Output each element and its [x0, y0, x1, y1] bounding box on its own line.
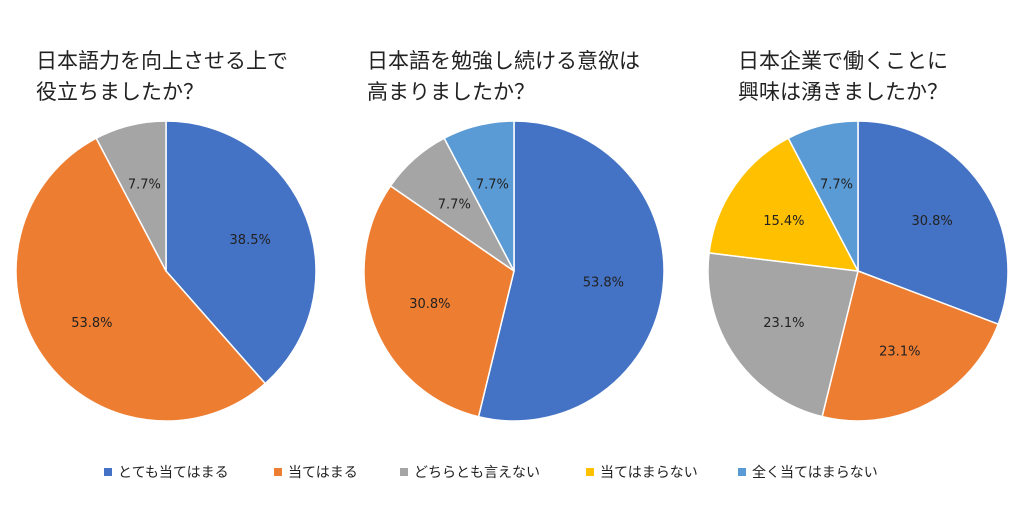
pie-3-label-2: 23.1% [879, 345, 920, 360]
chart-title-2-line-2: 高まりましたか？ [367, 80, 535, 104]
pie-3-label-5: 7.7% [820, 178, 853, 193]
legend-label-5: 全く当てはまらない [752, 465, 878, 481]
legend-item-2: 当てはまる [274, 459, 358, 485]
chart-title-1-line-1: 日本語力を向上させる上で [36, 49, 288, 73]
legend-swatch-5 [738, 468, 746, 476]
legend-swatch-2 [274, 468, 282, 476]
pie-2-slice-4 [443, 120, 515, 272]
pie-3-label-1: 30.8% [911, 214, 952, 229]
pie-3-slice-3 [707, 252, 859, 418]
chart-title-2-line-1: 日本語を勉強し続ける意欲は [367, 49, 640, 73]
pie-3-slice-2 [821, 269, 1000, 422]
legend-label-1: とても当てはまる [118, 465, 229, 481]
pie-1-label-2: 53.8% [71, 316, 112, 331]
legend-item-3: どちらとも言えない [400, 459, 540, 485]
chart-title-1: 日本語力を向上させる上で 役立ちましたか？ [36, 46, 288, 108]
pie-2-label-4: 7.7% [476, 178, 509, 193]
pie-2-slice-1 [477, 120, 665, 422]
pie-2-label-2: 30.8% [409, 297, 450, 312]
pie-2-slice-2 [363, 184, 515, 418]
chart-title-1-line-2: 役立ちましたか？ [36, 80, 204, 104]
legend-swatch-3 [400, 468, 408, 476]
legend-label-3: どちらとも言えない [414, 465, 540, 481]
pie-1-slice-1 [165, 120, 317, 385]
legend-label-2: 当てはまる [288, 465, 358, 481]
chart-title-2: 日本語を勉強し続ける意欲は 高まりましたか？ [367, 46, 640, 108]
pie-2-label-1: 53.8% [583, 276, 624, 291]
pie-1-label-3: 7.7% [128, 178, 161, 193]
pie-3-slice-1 [857, 120, 1009, 326]
pie-1-slice-3 [95, 120, 167, 272]
pie-3-label-4: 15.4% [763, 214, 804, 229]
chart-title-3: 日本企業で働くことに 興味は湧きましたか？ [738, 46, 948, 108]
pie-3-label-3: 23.1% [763, 316, 804, 331]
legend: とても当てはまる 当てはまる どちらとも言えない 当てはまらない 全く当てはまら… [0, 459, 1024, 485]
pie-1-label-1: 38.5% [230, 233, 271, 248]
pie-2-label-3: 7.7% [438, 198, 471, 213]
legend-item-1: とても当てはまる [104, 459, 229, 485]
legend-label-4: 当てはまらない [600, 465, 698, 481]
legend-item-4: 当てはまらない [586, 459, 698, 485]
legend-swatch-1 [104, 468, 112, 476]
chart-title-3-line-1: 日本企業で働くことに [738, 49, 948, 73]
legend-item-5: 全く当てはまらない [738, 459, 878, 485]
pie-3-slice-5 [787, 120, 859, 272]
chart-title-3-line-2: 興味は湧きましたか？ [738, 80, 948, 104]
pie-3-slice-4 [708, 137, 860, 272]
pie-1-slice-2 [15, 137, 267, 422]
legend-swatch-4 [586, 468, 594, 476]
